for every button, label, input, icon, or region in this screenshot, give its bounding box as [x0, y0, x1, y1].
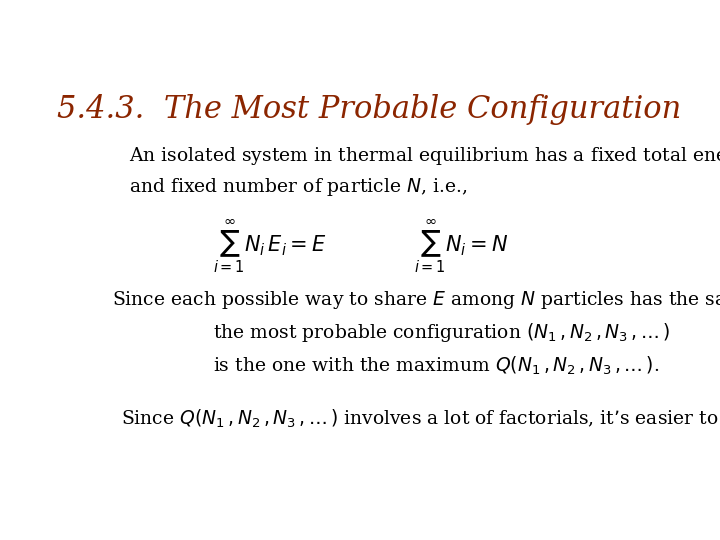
Text: and fixed number of particle $N$, i.e.,: and fixed number of particle $N$, i.e., [129, 177, 467, 199]
Text: the most probable configuration $(N_1\, , N_2\, , N_3\, ,\ldots\, )$: the most probable configuration $(N_1\, … [213, 321, 670, 345]
Text: $\sum_{i=1}^{\infty} N_i = N$: $\sum_{i=1}^{\infty} N_i = N$ [413, 217, 508, 274]
Text: Since $Q(N_1\, , N_2\, , N_3\, ,\ldots\, )$ involves a lot of factorials, it’s e: Since $Q(N_1\, , N_2\, , N_3\, ,\ldots\,… [121, 408, 720, 430]
Text: $\sum_{i=1}^{\infty} N_i\, E_i = E$: $\sum_{i=1}^{\infty} N_i\, E_i = E$ [213, 217, 326, 274]
Text: An isolated system in thermal equilibrium has a fixed total energy $E$,: An isolated system in thermal equilibriu… [129, 145, 720, 167]
Text: is the one with the maximum $Q(N_1\, , N_2\, , N_3\, ,\ldots\, )$.: is the one with the maximum $Q(N_1\, , N… [213, 355, 659, 377]
Text: Since each possible way to share $E$ among $N$ particles has the same probabilit: Since each possible way to share $E$ amo… [112, 289, 720, 310]
Text: 5.4.3.  The Most Probable Configuration: 5.4.3. The Most Probable Configuration [57, 94, 681, 125]
